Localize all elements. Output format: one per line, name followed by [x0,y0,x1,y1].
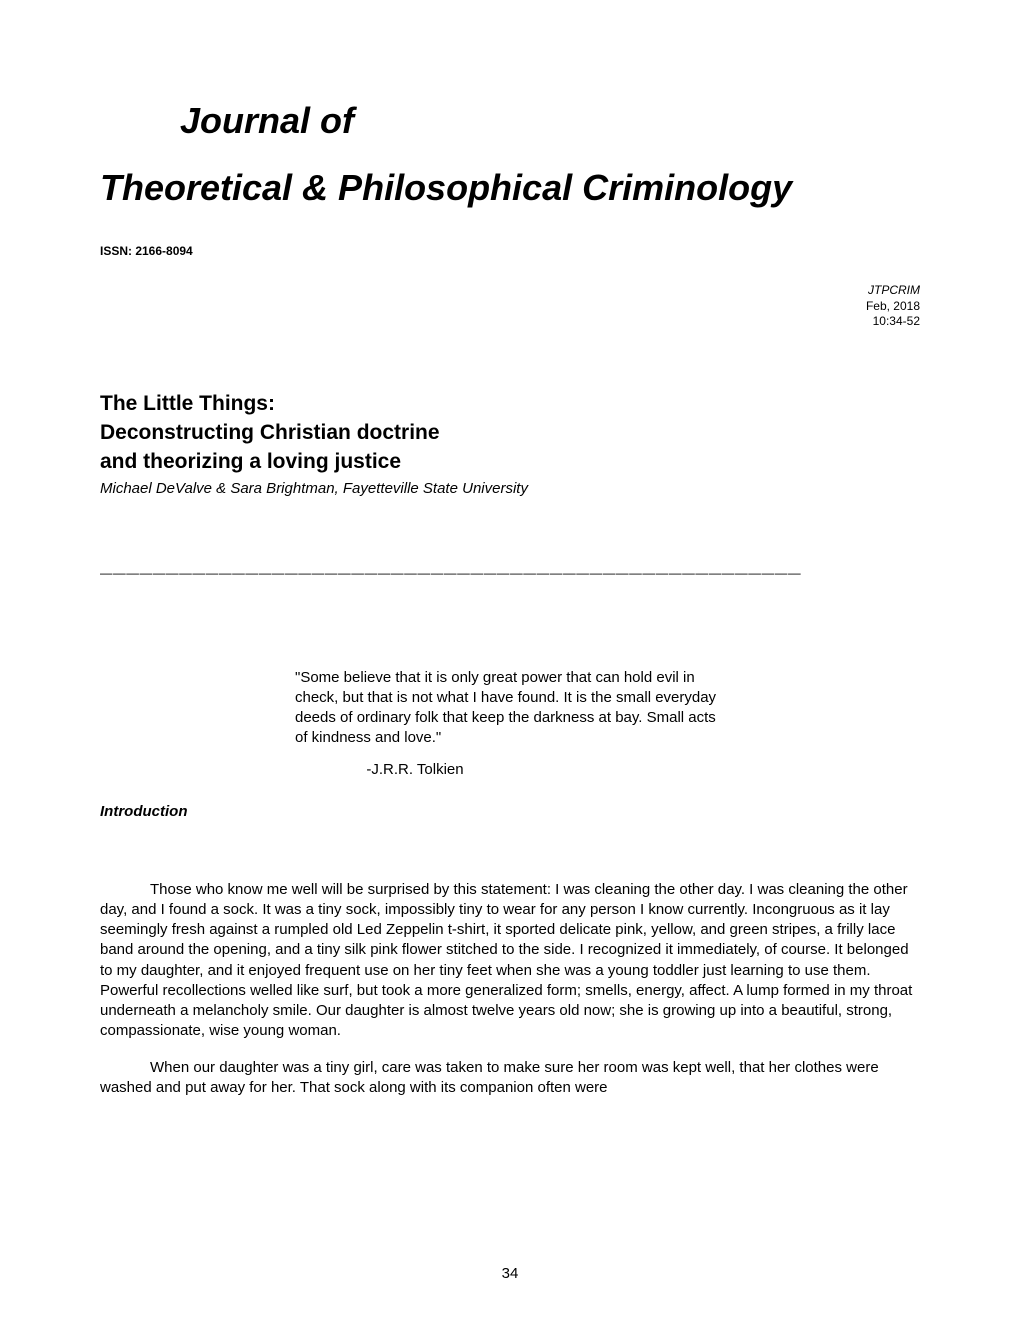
issn: ISSN: 2166-8094 [100,244,920,258]
issue-date: Feb, 2018 [100,299,920,315]
article-title-line2: Deconstructing Christian doctrine [100,419,920,446]
article-title-line3: and theorizing a loving justice [100,448,920,475]
header-meta: JTPCRIM Feb, 2018 10:34-52 [100,283,920,330]
section-heading-introduction: Introduction [100,803,920,820]
epigraph-quote: "Some believe that it is only great powe… [295,668,725,749]
page-number: 34 [0,1265,1020,1282]
section-divider: ________________________________________… [100,552,920,578]
page-range: 10:34-52 [100,314,920,330]
body-paragraph: When our daughter was a tiny girl, care … [100,1058,920,1099]
journal-prefix: Journal of [180,100,920,142]
journal-title: Theoretical & Philosophical Criminology [100,167,920,209]
body-paragraph: Those who know me well will be surprised… [100,880,920,1042]
article-title-line1: The Little Things: [100,390,920,417]
journal-abbrev: JTPCRIM [100,283,920,299]
article-authors: Michael DeValve & Sara Brightman, Fayett… [100,480,920,497]
epigraph-attribution: -J.R.R. Tolkien [200,761,630,778]
